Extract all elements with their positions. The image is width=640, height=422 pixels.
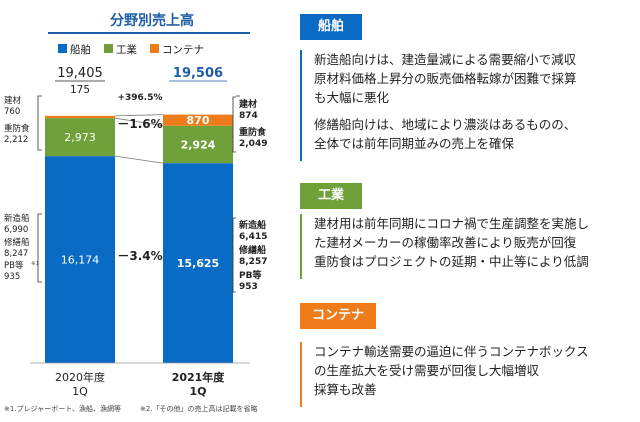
left-breakdown-value-2: 6,990 — [4, 225, 28, 235]
section-header-container: コンテナ — [300, 303, 376, 329]
legend-swatch-2 — [150, 44, 159, 53]
total-2020: 19,405 — [57, 66, 103, 81]
section-body-shipbuilding: 新造船向けは、建造量減による需要縮小で減収 原材料価格上昇分の販売価格転嫁が困難… — [300, 50, 640, 161]
right-bracket-industrial — [232, 96, 236, 153]
right-breakdown-value-0: 874 — [239, 111, 258, 121]
left-breakdown-name-2: 新造船 — [4, 213, 30, 224]
value-shipbuilding-2021: 15,625 — [177, 257, 219, 270]
connector-industrial — [114, 117, 164, 127]
connector-shipbuilding — [114, 155, 164, 164]
container-line-1: コンテナ輸送需要の逼迫に伴うコンテナボックス — [314, 344, 589, 359]
industrial-line-1: 建材用は前年同期にコロナ禍で生産調整を実施し — [314, 216, 590, 231]
category-label-1-0: 2021年度 — [172, 370, 226, 384]
category-label-1-1: 1Q — [189, 385, 206, 398]
chart-title: 分野別売上高 — [110, 12, 194, 29]
legend-label-2: コンテナ — [162, 44, 204, 56]
left-breakdown-value-4: 935 — [4, 272, 20, 282]
shipbuilding-line-1: 新造船向けは、建造量減による需要縮小で減収 — [314, 52, 577, 67]
legend-label-1: 工業 — [116, 43, 137, 56]
right-bracket-shipbuilding — [232, 217, 236, 293]
industrial-line-2: た建材メーカーの稼働率改善により販売が回復 — [314, 235, 577, 250]
section-header-industrial: 工業 — [300, 183, 362, 209]
connector-container — [114, 114, 164, 117]
left-breakdown-note-4: ※1 — [31, 261, 39, 267]
section-body-container: コンテナ輸送需要の逼迫に伴うコンテナボックス の生産拡大を受け需要が回復し大幅増… — [300, 342, 640, 407]
left-breakdown-name-1: 重防食 — [4, 123, 30, 134]
bar-0-1 — [45, 118, 115, 157]
right-breakdown-value-2: 6,415 — [239, 232, 267, 242]
section-body-industrial: 建材用は前年同期にコロナ禍で生産調整を実施し た建材メーカーの稼働率改善により販… — [300, 214, 640, 279]
category-label-0-1: 1Q — [72, 385, 88, 398]
section-header-shipbuilding: 船舶 — [300, 14, 362, 40]
shipbuilding-line-4: 修繕船向けは、地域により濃淡はあるものの、 — [314, 117, 577, 132]
change-container: +396.5% — [117, 93, 162, 103]
right-breakdown-value-1: 2,049 — [239, 139, 267, 149]
chart-labels: 16,174 15,625 2,973 2,924 175 870 19,405 19,506… — [4, 66, 267, 398]
bar-1-2 — [163, 114, 233, 126]
bar-1-1 — [163, 125, 233, 164]
container-line-3: 採算も改善 — [314, 382, 377, 397]
legend-label-0: 船舶 — [70, 43, 91, 56]
left-bracket-shipbuilding — [37, 213, 42, 283]
right-breakdown-name-3: 修繕船 — [238, 244, 266, 256]
value-container-2020: 175 — [70, 84, 90, 96]
shipbuilding-line-3: も大幅に悪化 — [314, 90, 390, 105]
container-line-2: の生産拡大を受け需要が回復し大幅増収 — [314, 363, 540, 378]
left-breakdown-value-0: 760 — [4, 107, 20, 117]
right-breakdown-name-0: 建材 — [239, 98, 257, 110]
left-bracket-industrial — [37, 95, 42, 151]
right-breakdown-value-4: 953 — [239, 282, 258, 292]
footnote-1: ※1.プレジャーボート、漁船、漁網等 — [4, 405, 122, 413]
shipbuilding-line-5: 全体では前年同期並みの売上を確保 — [314, 136, 515, 151]
chart-legend: 船舶 工業 コンテナ — [58, 43, 204, 56]
value-industrial-2020: 2,973 — [64, 131, 96, 144]
right-breakdown-name-1: 重防食 — [239, 126, 267, 138]
total-2021: 19,506 — [173, 66, 223, 81]
left-breakdown-name-4: PB等 — [4, 260, 24, 271]
category-label-0-0: 2020年度 — [55, 370, 105, 384]
legend-swatch-1 — [104, 44, 113, 53]
left-breakdown-name-3: 修繕船 — [4, 237, 30, 248]
left-breakdown-value-1: 2,212 — [4, 135, 28, 145]
left-breakdown-name-0: 建材 — [4, 95, 22, 106]
left-breakdown-value-3: 8,247 — [4, 249, 28, 259]
value-container-2021: 870 — [187, 114, 210, 127]
chart-marks — [30, 95, 250, 364]
footnote-2: ※2.「その他」の売上高は記載を省略 — [140, 405, 258, 413]
bar-1-0 — [163, 163, 233, 363]
shipbuilding-line-2: 原材料価格上昇分の販売価格転嫁が困難で採算 — [314, 71, 577, 86]
change-industrial: －1.6% — [117, 117, 162, 131]
value-shipbuilding-2020: 16,174 — [61, 254, 100, 267]
change-shipbuilding: －3.4% — [117, 249, 162, 263]
right-breakdown-value-3: 8,257 — [239, 257, 267, 267]
bar-0-2 — [45, 115, 115, 119]
bar-0-0 — [45, 156, 115, 363]
industrial-line-3: 重防食はプロジェクトの延期・中止等により低調 — [314, 254, 589, 269]
sales-by-segment-chart: 分野別売上高 船舶 工業 コンテナ 16,174 15,625 2,973 2,924 17… — [4, 12, 267, 398]
right-breakdown-name-2: 新造船 — [239, 219, 266, 231]
value-industrial-2021: 2,924 — [181, 138, 216, 151]
right-breakdown-name-4: PB等 — [239, 269, 261, 281]
legend-swatch-0 — [58, 44, 67, 53]
